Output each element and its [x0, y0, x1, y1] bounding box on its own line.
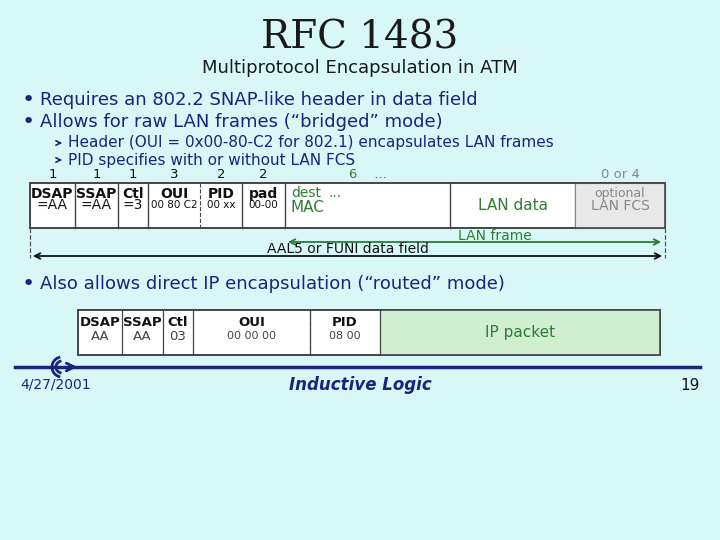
- Text: 19: 19: [680, 377, 700, 393]
- Text: IP packet: IP packet: [485, 325, 555, 340]
- Text: LAN FCS: LAN FCS: [590, 199, 649, 213]
- Text: 3: 3: [170, 168, 179, 181]
- Text: Ctl: Ctl: [168, 316, 188, 329]
- Text: •: •: [22, 90, 35, 110]
- Text: OUI: OUI: [160, 187, 188, 201]
- Text: 2: 2: [259, 168, 268, 181]
- Text: SSAP: SSAP: [123, 316, 162, 329]
- Text: PID: PID: [332, 316, 358, 329]
- Bar: [30, 183, 665, 228]
- Text: Requires an 802.2 SNAP-like header in data field: Requires an 802.2 SNAP-like header in da…: [40, 91, 477, 109]
- Bar: [380, 310, 660, 355]
- Text: dest: dest: [291, 186, 321, 200]
- Text: 08 00: 08 00: [329, 331, 361, 341]
- Text: AAL5 or FUNI data field: AAL5 or FUNI data field: [266, 242, 428, 256]
- Text: 4/27/2001: 4/27/2001: [20, 378, 91, 392]
- Text: RFC 1483: RFC 1483: [261, 19, 459, 57]
- Text: Multiprotocol Encapsulation in ATM: Multiprotocol Encapsulation in ATM: [202, 59, 518, 77]
- Text: LAN data: LAN data: [477, 198, 547, 213]
- Text: optional: optional: [595, 187, 645, 200]
- Text: pad: pad: [249, 187, 278, 201]
- Text: AA: AA: [91, 329, 109, 342]
- Text: 1: 1: [129, 168, 138, 181]
- Text: Header (OUI = 0x00-80-C2 for 802.1) encapsulates LAN frames: Header (OUI = 0x00-80-C2 for 802.1) enca…: [68, 136, 554, 151]
- Bar: [575, 183, 665, 228]
- Text: SSAP: SSAP: [76, 187, 117, 201]
- Text: •: •: [22, 112, 35, 132]
- Text: 1: 1: [92, 168, 101, 181]
- Text: Also allows direct IP encapsulation (“routed” mode): Also allows direct IP encapsulation (“ro…: [40, 275, 505, 293]
- Bar: [78, 310, 660, 355]
- Text: DSAP: DSAP: [31, 187, 73, 201]
- Text: =AA: =AA: [81, 198, 112, 212]
- Text: 1: 1: [48, 168, 57, 181]
- Text: 00-00: 00-00: [248, 200, 279, 210]
- Text: Inductive Logic: Inductive Logic: [289, 376, 431, 394]
- Bar: [30, 183, 665, 228]
- Text: 00 80 C2: 00 80 C2: [150, 200, 197, 210]
- Text: =3: =3: [123, 198, 143, 212]
- Text: Allows for raw LAN frames (“bridged” mode): Allows for raw LAN frames (“bridged” mod…: [40, 113, 443, 131]
- Text: •: •: [22, 274, 35, 294]
- Text: 00 00 00: 00 00 00: [227, 331, 276, 341]
- Text: 6    ...: 6 ...: [348, 168, 387, 181]
- Text: AA: AA: [133, 329, 152, 342]
- Text: 03: 03: [170, 329, 186, 342]
- Text: =AA: =AA: [37, 198, 68, 212]
- Text: OUI: OUI: [238, 316, 265, 329]
- Text: LAN frame: LAN frame: [458, 229, 531, 243]
- Text: DSAP: DSAP: [80, 316, 120, 329]
- Text: PID: PID: [207, 187, 235, 201]
- Text: ...: ...: [329, 186, 342, 200]
- Text: MAC: MAC: [291, 199, 325, 214]
- Text: PID specifies with or without LAN FCS: PID specifies with or without LAN FCS: [68, 152, 355, 167]
- Text: 00 xx: 00 xx: [207, 200, 235, 210]
- Text: 0 or 4: 0 or 4: [600, 168, 639, 181]
- Text: Ctl: Ctl: [122, 187, 144, 201]
- Text: 2: 2: [217, 168, 225, 181]
- Bar: [78, 310, 660, 355]
